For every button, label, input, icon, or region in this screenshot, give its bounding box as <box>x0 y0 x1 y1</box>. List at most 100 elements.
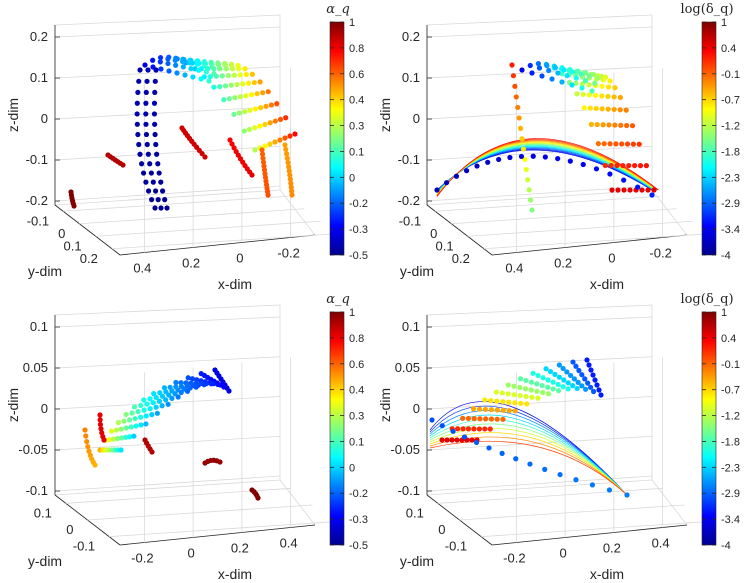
x-axis-label: x-dim <box>218 276 252 292</box>
data-point <box>645 187 651 193</box>
data-point <box>632 162 638 169</box>
data-point <box>619 141 625 147</box>
data-point <box>568 372 574 379</box>
alpha-one-point <box>86 448 92 454</box>
data-point <box>237 94 244 100</box>
data-point <box>215 381 221 388</box>
data-point <box>471 426 477 432</box>
data-point <box>143 100 149 106</box>
data-point <box>203 69 209 75</box>
colorbar-tick-label: 0.6 <box>349 69 364 81</box>
data-point <box>535 372 541 379</box>
trajectory-line <box>429 401 628 496</box>
data-point <box>150 400 156 406</box>
alpha-one-point <box>286 168 292 174</box>
data-point <box>569 69 575 75</box>
data-point <box>505 382 511 388</box>
data-point <box>552 371 558 377</box>
data-point <box>579 372 585 378</box>
data-point <box>152 131 158 138</box>
data-point <box>251 79 257 86</box>
data-point <box>615 187 621 193</box>
data-point <box>166 68 172 74</box>
colorbar-tick-label: 0.4 <box>721 333 736 345</box>
chart-panel-bottom-left: 0.10.050-0.05-0.10.10-0.1-0.2 0 0.2 0.4z-di… <box>5 292 368 582</box>
data-point <box>639 187 645 193</box>
data-point <box>221 97 227 103</box>
data-point <box>500 416 506 422</box>
data-point <box>588 367 594 373</box>
data-point <box>274 101 280 107</box>
data-point <box>268 102 275 108</box>
data-point <box>153 404 159 410</box>
z-axis-label: z-dim <box>5 388 21 422</box>
data-point <box>614 162 620 169</box>
data-point <box>245 80 252 86</box>
data-point <box>123 434 129 440</box>
data-point <box>263 103 269 109</box>
z-tick-label: 0.05 <box>23 360 48 375</box>
data-point <box>617 107 623 113</box>
data-point <box>118 426 124 432</box>
data-point <box>178 380 184 386</box>
data-point <box>516 115 522 121</box>
data-point <box>429 417 435 423</box>
data-point <box>517 392 523 399</box>
data-point <box>520 146 527 152</box>
data-point <box>115 419 122 426</box>
data-point <box>243 93 249 99</box>
data-point <box>535 395 541 401</box>
data-point <box>560 384 566 390</box>
data-point <box>543 366 549 372</box>
data-point <box>496 156 502 163</box>
colorbar-tick-label: 1 <box>349 307 355 319</box>
data-point <box>526 187 532 193</box>
data-point <box>175 394 181 400</box>
data-point <box>611 106 617 113</box>
colorbar-tick-label: 0.1 <box>349 146 364 158</box>
data-point <box>450 428 456 434</box>
data-point <box>574 385 580 392</box>
alpha-one-point <box>261 167 268 173</box>
data-point <box>439 437 445 443</box>
y-tick-label: 0 <box>58 226 65 241</box>
data-point <box>517 125 524 131</box>
data-point <box>172 57 178 63</box>
colorbar-tick-label: -0.7 <box>721 385 740 397</box>
data-point <box>550 379 556 385</box>
data-point <box>530 370 536 376</box>
data-point <box>590 372 596 378</box>
data-point <box>550 386 556 392</box>
data-point <box>180 64 186 70</box>
data-point <box>598 392 604 398</box>
data-point <box>228 82 234 88</box>
colorbar-tick-label: -1.2 <box>721 411 740 423</box>
data-point <box>231 72 237 78</box>
data-point <box>267 120 273 126</box>
x-tick-label: 0 <box>236 251 243 266</box>
data-point <box>144 141 150 148</box>
data-point <box>126 417 133 423</box>
data-point <box>579 383 585 389</box>
data-point <box>573 363 579 369</box>
alpha-one-point <box>85 444 91 450</box>
data-point <box>180 59 186 65</box>
data-point <box>586 362 592 368</box>
y-tick-label: 0.1 <box>64 238 82 253</box>
colorbar-tick-label: -2.9 <box>721 488 740 500</box>
colorbar-title: log(δ_q) <box>680 292 733 307</box>
x-axis-label: x-dim <box>590 276 624 292</box>
data-point <box>158 179 164 185</box>
data-point <box>194 61 200 67</box>
colorbar-tick-label: -0.1 <box>721 69 740 81</box>
data-point <box>486 445 492 451</box>
data-point <box>152 188 159 194</box>
chart-panel-top-right: 0.20.10-0.1-0.2-0.100.10.20.4 0.2 0 -0.2z-d… <box>377 2 740 292</box>
data-point <box>560 365 566 372</box>
z-tick-label: 0.1 <box>402 70 420 85</box>
data-point <box>141 397 147 403</box>
data-point <box>499 450 505 456</box>
data-point <box>157 59 163 65</box>
data-point <box>237 72 243 78</box>
data-point <box>561 67 567 73</box>
